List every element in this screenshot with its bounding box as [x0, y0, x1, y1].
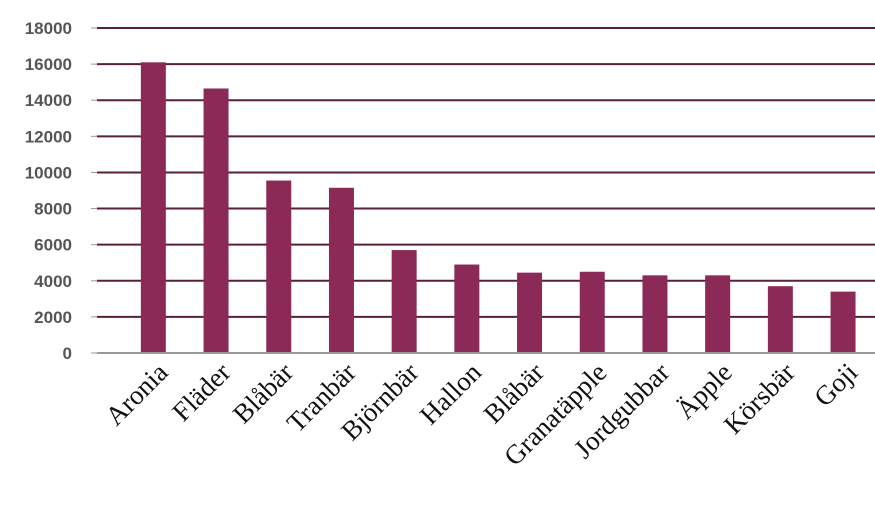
- y-tick-label: 4000: [34, 272, 72, 291]
- bars: [140, 62, 856, 354]
- x-tick-label: Goji: [808, 357, 863, 412]
- x-tick-label: Körsbär: [718, 357, 801, 440]
- bar: [579, 271, 605, 353]
- y-tick-label: 14000: [25, 91, 72, 110]
- bar: [454, 264, 480, 353]
- y-tick-label: 12000: [25, 127, 72, 146]
- y-tick-label: 16000: [25, 55, 72, 74]
- bar: [830, 291, 856, 353]
- bar: [203, 88, 229, 353]
- x-axis-ticks: AroniaFläderBlåbärTranbärBjörnbärHallonB…: [99, 357, 863, 472]
- y-tick-label: 10000: [25, 163, 72, 182]
- y-tick-label: 8000: [34, 200, 72, 219]
- bar: [517, 272, 543, 353]
- bar: [767, 286, 793, 353]
- x-tick-label: Fläder: [166, 357, 236, 427]
- y-tick-label: 0: [63, 344, 72, 363]
- x-tick-label: Aronia: [99, 357, 173, 431]
- bar: [642, 275, 668, 353]
- bar: [391, 250, 417, 353]
- y-tick-label: 6000: [34, 236, 72, 255]
- bar: [705, 275, 731, 353]
- y-axis-ticks: 0 2000 4000 6000 8000 10000 12000 14000 16000 180…: [25, 19, 72, 363]
- bar: [328, 187, 354, 353]
- bar: [140, 62, 166, 354]
- y-tick-label: 18000: [25, 19, 72, 38]
- x-tick-label: Hallon: [414, 357, 488, 431]
- y-tick-label: 2000: [34, 308, 72, 327]
- bar: [266, 180, 292, 353]
